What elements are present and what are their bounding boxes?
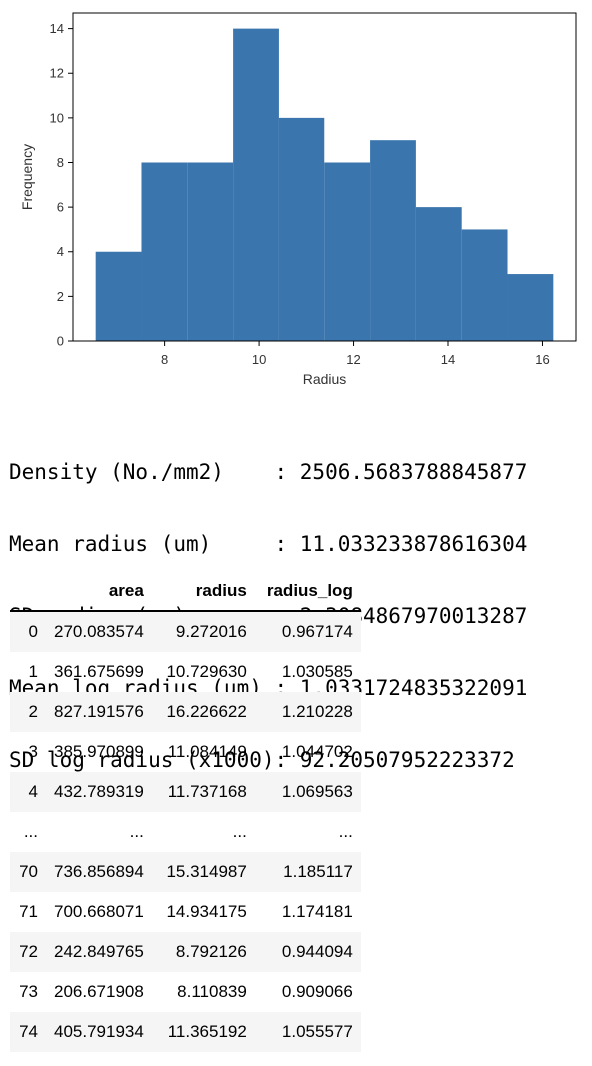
row-index-cell: 73 bbox=[19, 982, 38, 1001]
stat-mean-log-radius: Mean log radius (um) : 1.033172483532209… bbox=[9, 676, 528, 700]
row-index-cell: 71 bbox=[19, 902, 38, 921]
row-index-cell: 72 bbox=[19, 942, 38, 961]
y-tick-label: 0 bbox=[57, 334, 64, 349]
x-axis-ticks: 8 10 12 14 16 bbox=[161, 341, 550, 367]
table-row: 73 206.671908 8.110839 0.909066 bbox=[10, 972, 361, 1012]
row-index-cell: 1 bbox=[28, 662, 38, 681]
area-header: area bbox=[46, 572, 152, 612]
y-tick-label: 12 bbox=[50, 66, 64, 81]
table-row: 74 405.791934 11.365192 1.055577 bbox=[10, 1012, 361, 1052]
radius-log-cell: 0.909066 bbox=[281, 982, 353, 1001]
y-tick-label: 4 bbox=[57, 244, 64, 259]
stat-density: Density (No./mm2) : 2506.5683788845877 bbox=[9, 460, 528, 484]
area-cell: 700.668071 bbox=[54, 902, 144, 921]
radius-cell: 14.934175 bbox=[166, 902, 247, 921]
histogram-bar bbox=[187, 162, 234, 341]
y-axis-ticks: 0 2 4 6 8 10 12 14 bbox=[50, 21, 73, 349]
histogram-bar bbox=[415, 207, 462, 341]
radius-cell: 15.314987 bbox=[166, 862, 247, 881]
radius-log-cell: 1.185117 bbox=[283, 862, 353, 881]
table-row: 3 385.970899 11.084149 1.044702 bbox=[10, 732, 361, 772]
row-index-cell: 70 bbox=[19, 862, 38, 881]
radius-log-cell: 1.055577 bbox=[281, 1022, 353, 1041]
radius-log-cell: 0.944094 bbox=[281, 942, 353, 961]
stat-sd-log-radius: SD log radius (x1000): 92.20507952223372 bbox=[9, 748, 515, 772]
radius-cell: 16.226622 bbox=[166, 702, 247, 721]
y-tick-label: 10 bbox=[50, 110, 64, 125]
table-row: 0 270.083574 9.272016 0.967174 bbox=[10, 611, 361, 652]
table-body: 0 270.083574 9.272016 0.967174 1 361.675699 10… bbox=[10, 611, 361, 1052]
data-table: area radius radius_log 0 270.083574 9.2720… bbox=[10, 572, 361, 1052]
area-cell: 432.789319 bbox=[54, 782, 144, 801]
histogram-bar bbox=[507, 274, 554, 341]
area-cell: 827.191576 bbox=[54, 702, 144, 721]
radius-cell: 11.084149 bbox=[167, 742, 247, 761]
radius-cell: 11.365192 bbox=[167, 1022, 247, 1041]
histogram-bar bbox=[95, 251, 142, 341]
radius-log-cell: 1.069563 bbox=[281, 782, 353, 801]
y-tick-label: 8 bbox=[57, 155, 64, 170]
row-index-cell: 4 bbox=[28, 782, 38, 801]
area-cell: 270.083574 bbox=[54, 622, 144, 641]
histogram-bar bbox=[233, 28, 279, 341]
histogram-bar bbox=[141, 162, 188, 341]
radius-log-cell: 1.030585 bbox=[281, 662, 353, 681]
summary-statistics: Density (No./mm2) : 2506.5683788845877 M… bbox=[9, 412, 527, 796]
row-index-cell: 2 bbox=[28, 702, 38, 721]
table-row: 70 736.856894 15.314987 1.185117 bbox=[10, 852, 361, 892]
area-cell: 206.671908 bbox=[54, 982, 144, 1001]
y-axis-label: Frequency bbox=[19, 144, 35, 210]
histogram-bar bbox=[324, 162, 371, 341]
histogram-bar bbox=[461, 229, 508, 341]
x-tick-label: 8 bbox=[161, 352, 168, 367]
histogram-bar bbox=[370, 140, 416, 341]
radius-cell: ... bbox=[232, 822, 247, 841]
y-tick-label: 14 bbox=[50, 21, 64, 36]
table-row: ............ bbox=[10, 812, 361, 852]
table-row: 1 361.675699 10.729630 1.030585 bbox=[10, 652, 361, 692]
stat-mean-radius: Mean radius (um) : 11.033233878616304 bbox=[9, 532, 528, 556]
radius-cell: 9.272016 bbox=[175, 622, 247, 641]
row-index-cell: 0 bbox=[28, 622, 38, 641]
row-index-cell: 74 bbox=[19, 1022, 38, 1041]
x-tick-label: 16 bbox=[535, 352, 549, 367]
area-cell: 385.970899 bbox=[54, 742, 144, 761]
area-cell: 736.856894 bbox=[54, 862, 144, 881]
radius-cell: 10.729630 bbox=[166, 662, 247, 681]
radius-cell: 11.737168 bbox=[167, 782, 247, 801]
table-row: 71 700.668071 14.934175 1.174181 bbox=[10, 892, 361, 932]
row-index-cell: ... bbox=[23, 822, 38, 841]
histogram-chart: 0 2 4 6 8 10 12 14 8 10 12 14 16 Radius Frequency bbox=[19, 12, 577, 387]
row-index-cell: 3 bbox=[28, 742, 38, 761]
table-row: 2 827.191576 16.226622 1.210228 bbox=[10, 692, 361, 732]
radius-log-header: radius_log bbox=[254, 572, 361, 612]
area-cell: 242.849765 bbox=[54, 942, 144, 961]
plot-frame bbox=[72, 12, 577, 342]
x-tick-label: 12 bbox=[346, 352, 360, 367]
x-axis-label: Radius bbox=[303, 371, 347, 387]
area-cell: 361.675699 bbox=[54, 662, 144, 681]
radius-log-cell: 0.967174 bbox=[281, 622, 353, 641]
x-tick-label: 10 bbox=[252, 352, 266, 367]
area-cell: 405.791934 bbox=[54, 1022, 144, 1041]
radius-header: radius bbox=[151, 572, 255, 612]
area-cell: ... bbox=[129, 822, 144, 841]
radius-log-cell: 1.210228 bbox=[281, 702, 353, 721]
table-row: 4 432.789319 11.737168 1.069563 bbox=[10, 772, 361, 812]
radius-log-cell: 1.174181 bbox=[281, 902, 353, 921]
x-tick-label: 14 bbox=[441, 352, 455, 367]
y-tick-label: 6 bbox=[57, 200, 64, 215]
table-row: 72 242.849765 8.792126 0.944094 bbox=[10, 932, 361, 972]
histogram-bar bbox=[278, 117, 325, 341]
radius-cell: 8.792126 bbox=[175, 942, 247, 961]
histogram-bars bbox=[95, 28, 554, 341]
y-tick-label: 2 bbox=[57, 289, 64, 304]
table-header-row: area radius radius_log bbox=[10, 572, 361, 612]
radius-log-cell: 1.044702 bbox=[281, 742, 353, 761]
radius-cell: 8.110839 bbox=[177, 982, 247, 1001]
index-header bbox=[10, 572, 46, 612]
radius-log-cell: ... bbox=[338, 822, 353, 841]
